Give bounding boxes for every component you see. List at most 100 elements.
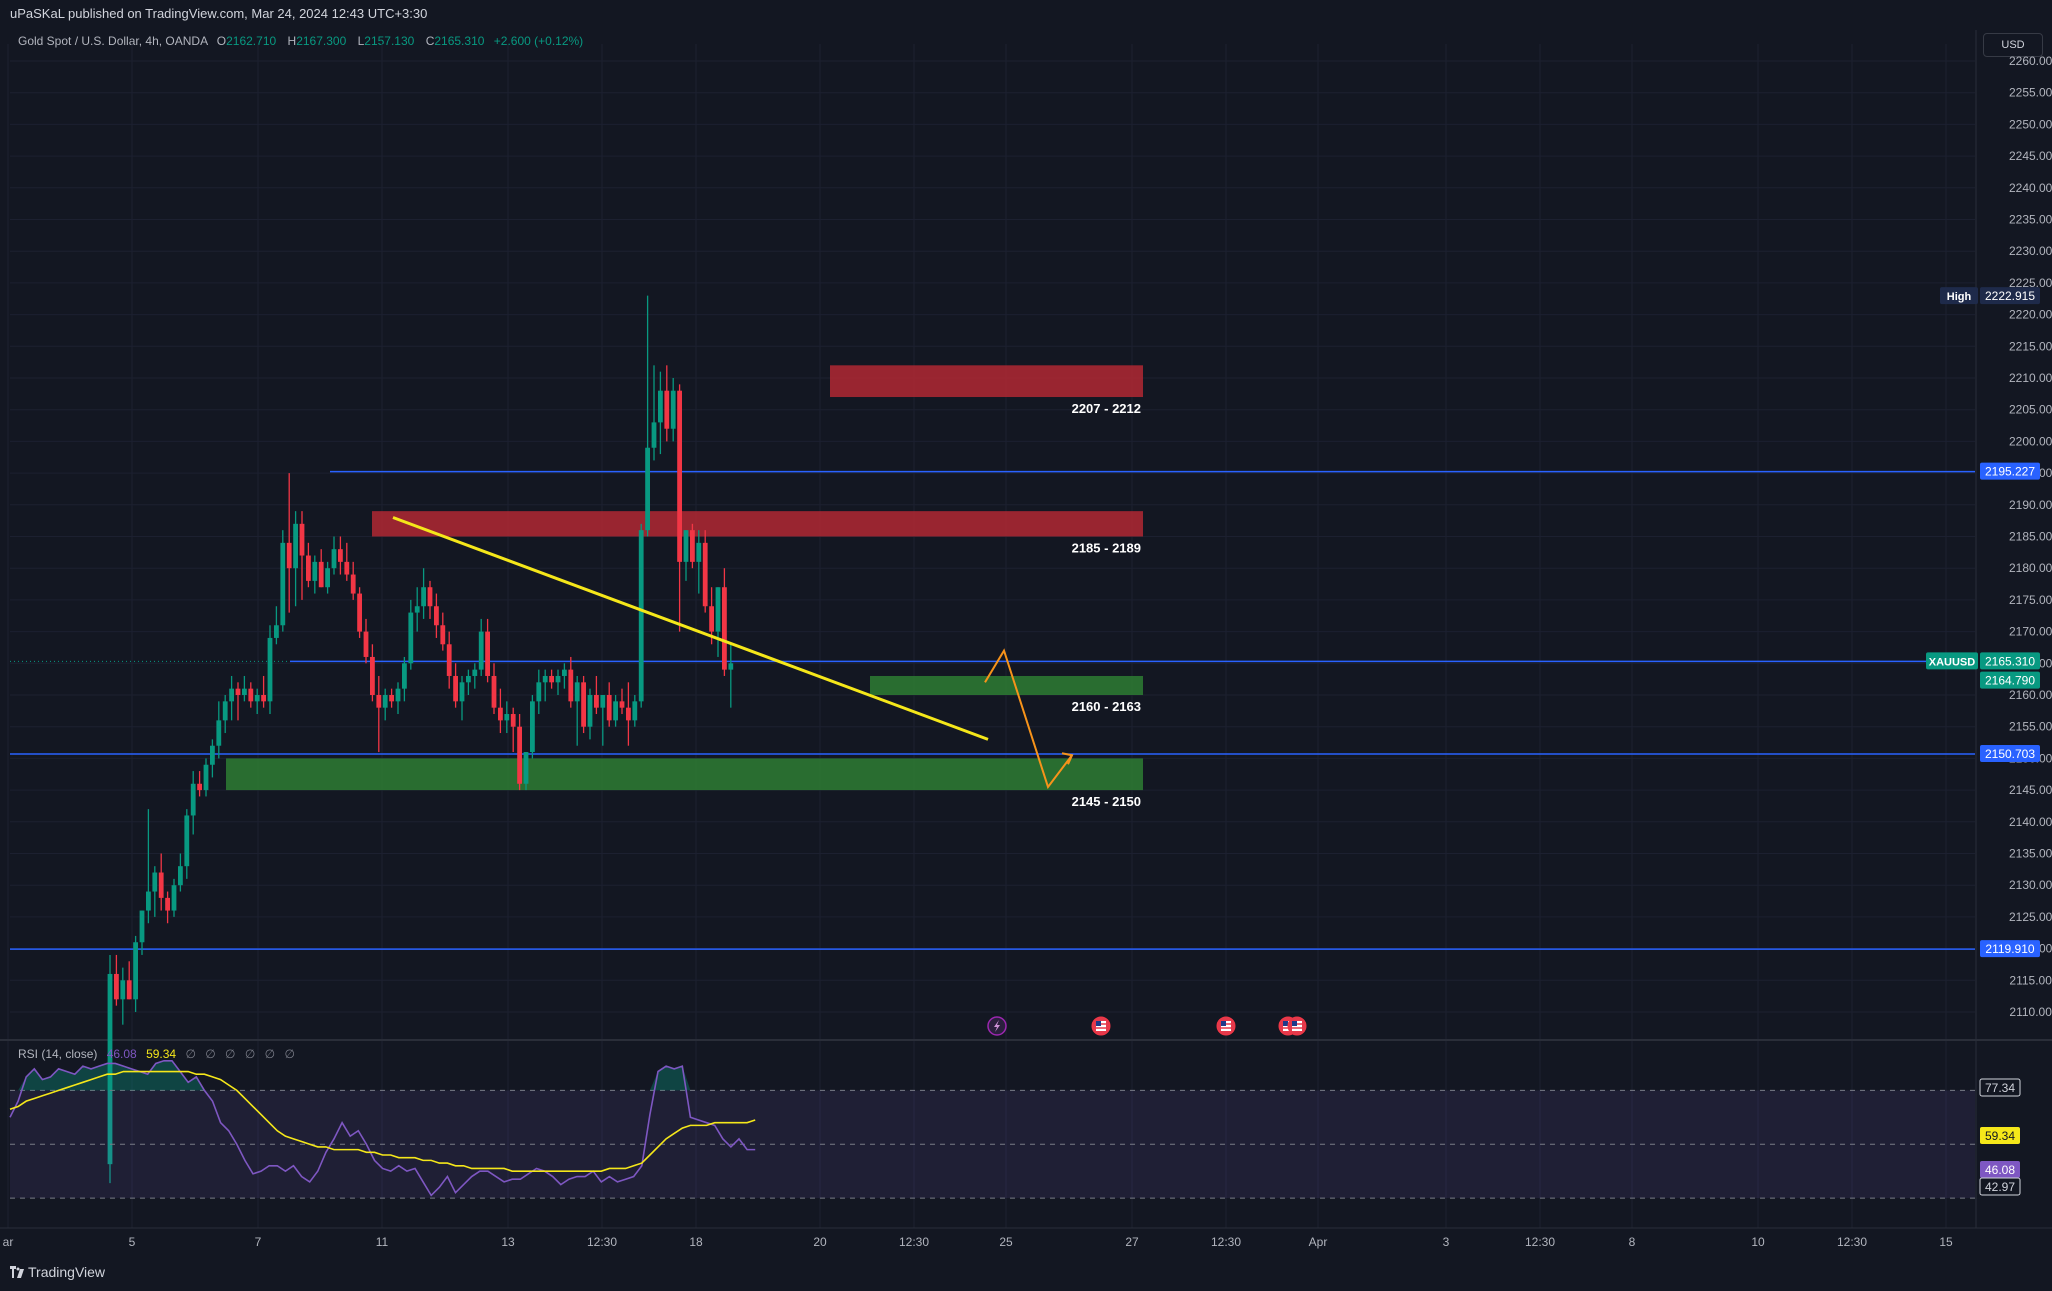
candle-body-97[interactable] [728, 663, 734, 670]
candle-body-90[interactable] [683, 530, 689, 562]
candle-body-19[interactable] [229, 688, 234, 702]
zone-2[interactable] [870, 675, 1143, 695]
candle-body-42[interactable] [376, 695, 382, 708]
candle-body-4[interactable] [133, 942, 138, 1000]
candle-body-63[interactable] [510, 714, 516, 727]
candle-body-88[interactable] [670, 390, 676, 429]
candle-body-39[interactable] [357, 593, 362, 632]
candle-body-45[interactable] [395, 688, 401, 702]
currency-button[interactable]: USD [1983, 33, 2043, 57]
candle-body-66[interactable] [530, 701, 535, 753]
candle-body-52[interactable] [440, 625, 446, 645]
candle-body-15[interactable] [203, 764, 209, 791]
candle-body-0[interactable] [107, 973, 113, 1165]
candle-body-78[interactable] [606, 695, 612, 721]
candle-body-86[interactable] [658, 390, 663, 423]
candle-body-33[interactable] [318, 561, 324, 588]
candle-body-49[interactable] [421, 587, 426, 607]
candle-body-94[interactable] [709, 606, 714, 632]
zone-0[interactable] [830, 365, 1143, 398]
candle-body-91[interactable] [690, 530, 695, 562]
candle-body-27[interactable] [280, 542, 286, 626]
candle-body-48[interactable] [414, 606, 420, 613]
candle-body-73[interactable] [574, 682, 580, 702]
tradingview-footer[interactable]: TradingView [10, 1264, 105, 1280]
zone-1[interactable] [372, 511, 1143, 537]
candle-body-16[interactable] [210, 745, 215, 765]
candle-body-68[interactable] [542, 675, 548, 683]
candle-body-72[interactable] [568, 669, 574, 702]
candle-body-10[interactable] [171, 885, 177, 911]
candle-body-25[interactable] [267, 637, 273, 702]
candle-body-17[interactable] [216, 720, 222, 746]
candle-body-64[interactable] [517, 726, 522, 784]
candle-body-69[interactable] [549, 675, 554, 683]
candle-body-46[interactable] [402, 663, 407, 689]
candle-body-50[interactable] [427, 587, 433, 607]
candle-body-30[interactable] [299, 523, 305, 556]
rsi-line-rsi[interactable] [9, 1059, 756, 1197]
candle-body-57[interactable] [472, 669, 478, 676]
candle-body-84[interactable] [645, 447, 650, 531]
candle-body-40[interactable] [363, 631, 369, 657]
candle-body-2[interactable] [120, 980, 126, 1000]
candle-body-96[interactable] [722, 587, 727, 670]
candle-body-53[interactable] [446, 644, 452, 676]
candle-body-6[interactable] [146, 891, 151, 911]
candle-body-21[interactable] [242, 688, 247, 695]
candle-body-82[interactable] [632, 701, 638, 721]
candle-body-18[interactable] [222, 701, 228, 721]
candle-body-80[interactable] [619, 701, 625, 708]
candle-body-23[interactable] [254, 695, 260, 702]
candle-body-65[interactable] [523, 752, 529, 784]
candle-body-89[interactable] [677, 390, 682, 562]
candle-body-59[interactable] [485, 631, 490, 676]
candle-body-95[interactable] [715, 587, 721, 632]
candle-body-54[interactable] [453, 675, 458, 702]
rsi-legend[interactable]: RSI (14, close) 46.08 59.34 ∅ ∅ ∅ ∅ ∅ ∅ [18, 1047, 295, 1061]
event-flag-icon[interactable] [1287, 1016, 1307, 1036]
candle-body-14[interactable] [197, 783, 202, 791]
candle-body-41[interactable] [370, 656, 375, 695]
candle-body-92[interactable] [696, 542, 702, 562]
candle-body-8[interactable] [158, 872, 164, 898]
candle-body-26[interactable] [274, 625, 279, 638]
candle-body-43[interactable] [382, 695, 388, 708]
candle-body-56[interactable] [466, 675, 471, 683]
candle-body-12[interactable] [184, 815, 190, 867]
candle-body-62[interactable] [504, 714, 510, 721]
candle-body-58[interactable] [478, 631, 484, 670]
candle-body-47[interactable] [408, 612, 414, 664]
candle-body-70[interactable] [555, 675, 561, 683]
candle-body-75[interactable] [587, 695, 593, 727]
candle-body-44[interactable] [389, 695, 394, 702]
candle-body-71[interactable] [562, 669, 567, 676]
candle-body-60[interactable] [491, 675, 497, 708]
candle-body-79[interactable] [613, 701, 618, 721]
projection-path[interactable] [984, 648, 1073, 790]
candle-body-93[interactable] [702, 542, 708, 607]
candle-body-36[interactable] [338, 549, 343, 562]
candle-body-9[interactable] [165, 897, 170, 911]
candle-body-83[interactable] [638, 530, 644, 702]
candle-body-24[interactable] [261, 695, 266, 702]
candle-body-7[interactable] [152, 872, 158, 892]
candle-body-87[interactable] [664, 390, 670, 429]
candle-body-37[interactable] [344, 561, 350, 575]
candle-body-13[interactable] [190, 783, 196, 816]
candle-body-61[interactable] [498, 707, 503, 721]
candle-body-20[interactable] [235, 688, 241, 695]
symbol-legend[interactable]: Gold Spot / U.S. Dollar, 4h, OANDA O2162… [18, 34, 583, 48]
candle-body-38[interactable] [350, 574, 356, 594]
candle-body-74[interactable] [581, 682, 586, 727]
candle-body-34[interactable] [325, 568, 330, 588]
candle-body-29[interactable] [293, 523, 298, 569]
candle-body-5[interactable] [139, 910, 145, 943]
event-flag-icon[interactable] [1216, 1016, 1236, 1036]
zone-3[interactable] [226, 758, 1143, 791]
trendline[interactable] [392, 516, 989, 741]
candle-body-85[interactable] [651, 422, 657, 448]
rsi-line-ma[interactable] [9, 1070, 756, 1172]
event-lightning-icon[interactable] [987, 1016, 1007, 1036]
